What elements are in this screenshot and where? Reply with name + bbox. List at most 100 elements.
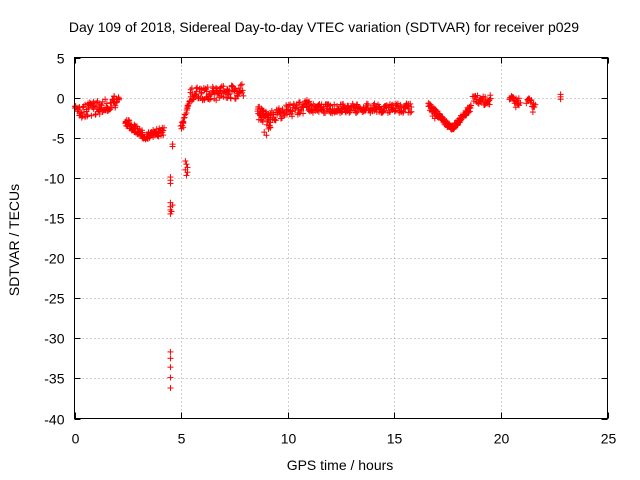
data-point xyxy=(331,101,338,108)
data-point xyxy=(272,117,279,124)
data-point xyxy=(98,102,105,109)
y-tick-label: -10 xyxy=(44,171,64,187)
data-point xyxy=(306,98,313,105)
data-point xyxy=(431,115,438,122)
data-point xyxy=(237,82,244,89)
data-point xyxy=(346,109,353,116)
x-tick-label: 10 xyxy=(281,431,297,447)
data-point xyxy=(287,101,294,108)
y-tick-label: -25 xyxy=(44,291,64,307)
axis-ticks xyxy=(74,57,609,420)
data-point xyxy=(471,93,478,100)
y-tick-label: -20 xyxy=(44,251,64,267)
data-point xyxy=(347,108,354,115)
data-point xyxy=(229,83,236,90)
data-point xyxy=(90,98,97,105)
y-tick-labels: -40 -35 -30 -25 -20 -15 -10 -5 0 5 xyxy=(44,51,64,428)
data-point xyxy=(213,97,220,104)
data-point xyxy=(169,143,176,150)
data-point xyxy=(185,103,192,110)
data-point xyxy=(167,348,174,355)
data-point xyxy=(515,95,522,102)
data-point xyxy=(160,127,167,134)
data-point xyxy=(181,114,188,121)
data-point xyxy=(85,105,92,112)
data-point xyxy=(528,97,535,104)
data-point xyxy=(210,89,217,96)
data-point xyxy=(263,132,270,139)
data-point xyxy=(169,202,176,209)
data-point xyxy=(557,96,564,103)
data-point xyxy=(78,114,85,121)
data-point xyxy=(167,364,174,371)
data-point xyxy=(183,172,190,179)
data-point xyxy=(168,208,175,215)
data-point xyxy=(187,86,194,93)
y-tick-label: -40 xyxy=(44,412,64,428)
y-tick-label: 5 xyxy=(57,51,65,67)
data-point xyxy=(240,92,247,99)
grid-lines xyxy=(74,57,608,419)
data-point xyxy=(88,112,95,119)
x-tick-label: 25 xyxy=(601,431,617,447)
data-point xyxy=(167,355,174,362)
data-point xyxy=(182,111,189,118)
data-point xyxy=(307,101,314,108)
data-point xyxy=(408,103,415,110)
data-point xyxy=(204,84,211,91)
data-point xyxy=(220,93,227,100)
data-point xyxy=(517,99,524,106)
data-point xyxy=(217,87,224,94)
chart-title: Day 109 of 2018, Sidereal Day-to-day VTE… xyxy=(69,19,579,35)
data-point xyxy=(84,113,91,120)
data-point xyxy=(407,109,414,116)
data-point xyxy=(84,112,91,119)
data-point xyxy=(92,103,99,110)
data-point xyxy=(235,93,242,100)
x-tick-label: 0 xyxy=(72,431,80,447)
x-axis-label: GPS time / hours xyxy=(287,457,394,473)
data-point xyxy=(289,108,296,115)
data-point xyxy=(183,161,190,168)
data-point xyxy=(510,94,517,101)
y-tick-label: -35 xyxy=(44,371,64,387)
data-point xyxy=(485,101,492,108)
data-point xyxy=(184,169,191,176)
plot-frame xyxy=(74,57,608,419)
data-point xyxy=(238,81,245,88)
data-point xyxy=(487,92,494,99)
y-tick-label: -30 xyxy=(44,331,64,347)
data-point xyxy=(391,108,398,115)
y-tick-label: -15 xyxy=(44,211,64,227)
data-points xyxy=(71,81,564,392)
data-point xyxy=(146,134,153,141)
data-point xyxy=(167,374,174,381)
x-tick-label: 5 xyxy=(178,431,186,447)
data-point xyxy=(226,87,233,94)
data-point xyxy=(184,104,191,111)
data-point xyxy=(265,125,272,132)
data-point xyxy=(407,100,414,107)
data-point xyxy=(218,93,225,100)
data-point xyxy=(180,124,187,131)
data-point xyxy=(182,157,189,164)
data-point xyxy=(220,83,227,90)
data-point xyxy=(161,124,168,131)
data-point xyxy=(261,129,268,136)
data-point xyxy=(300,110,307,117)
data-point xyxy=(112,102,119,109)
data-point xyxy=(353,109,360,116)
data-point xyxy=(167,385,174,392)
x-tick-label: 15 xyxy=(387,431,403,447)
data-point xyxy=(183,107,190,114)
data-point xyxy=(116,96,123,103)
data-point xyxy=(285,102,292,109)
x-tick-labels: 0 5 10 15 20 25 xyxy=(72,431,617,447)
data-point xyxy=(293,102,300,109)
data-point xyxy=(296,99,303,106)
data-point xyxy=(486,96,493,103)
data-point xyxy=(364,101,371,108)
y-tick-label: -5 xyxy=(52,131,65,147)
x-tick-label: 20 xyxy=(494,431,510,447)
